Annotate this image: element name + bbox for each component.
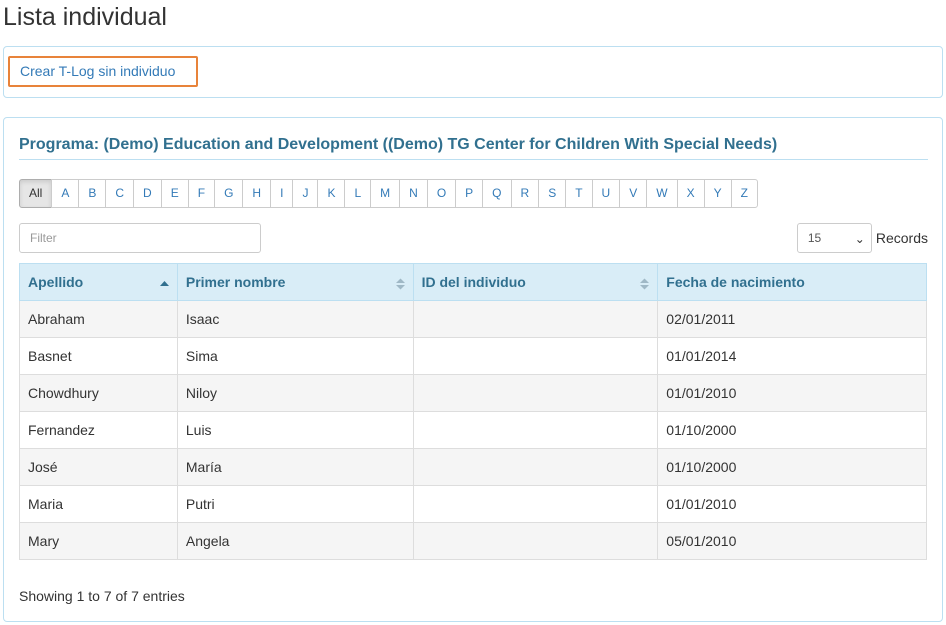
sort-ascending-icon (159, 277, 169, 289)
table-cell (412, 300, 659, 338)
alpha-filter-m[interactable]: M (370, 179, 401, 208)
records-select-value: 15 (807, 231, 822, 245)
alpha-filter-u[interactable]: U (591, 179, 621, 208)
alpha-filter-e[interactable]: E (160, 179, 189, 208)
alpha-filter-l[interactable]: L (344, 179, 372, 208)
table-header-row: Apellido Primer nombre ID del individuo Fec… (19, 263, 927, 301)
alpha-filter-b[interactable]: B (78, 179, 107, 208)
column-header-3[interactable]: Fecha de nacimiento (657, 263, 927, 301)
table-cell (412, 337, 659, 375)
table-cell: Mary (19, 522, 178, 560)
table-cell: 01/01/2010 (657, 485, 927, 523)
table-row[interactable]: Chowdhury Niloy 01/01/2010 (19, 374, 927, 412)
alpha-filter-s[interactable]: S (538, 179, 567, 208)
table-cell: 01/01/2014 (657, 337, 927, 375)
alpha-filter-a[interactable]: A (51, 179, 80, 208)
table-info: Showing 1 to 7 of 7 entries (19, 588, 185, 604)
alpha-filter-f[interactable]: F (187, 179, 216, 208)
alpha-filter-j[interactable]: J (292, 179, 319, 208)
table-row[interactable]: Fernandez Luis 01/10/2000 (19, 411, 927, 449)
create-tlog-link[interactable]: Crear T-Log sin individuo (8, 56, 198, 87)
alpha-filter-q[interactable]: Q (482, 179, 512, 208)
table-cell: José (19, 448, 178, 486)
table-row[interactable]: Abraham Isaac 02/01/2011 (19, 300, 927, 338)
page-title: Lista individual (3, 3, 167, 31)
table-cell: Fernandez (19, 411, 178, 449)
table-cell: 01/10/2000 (657, 411, 927, 449)
table-cell: 01/01/2010 (657, 374, 927, 412)
alpha-filter-p[interactable]: P (455, 179, 484, 208)
chevron-down-icon: ⌄ (854, 232, 865, 246)
alpha-filter-x[interactable]: X (676, 179, 705, 208)
table-cell (412, 374, 659, 412)
column-header-0[interactable]: Apellido (19, 263, 178, 301)
actions-panel: Crear T-Log sin individuo (3, 46, 943, 98)
alpha-filter-y[interactable]: Y (703, 179, 732, 208)
table-row[interactable]: Maria Putri 01/01/2010 (19, 485, 927, 523)
table-cell: María (176, 448, 414, 486)
alphabet-filter-bar: All A B C D E F G H I J K L M N O P Q R S T U V W X Y Z (19, 179, 758, 208)
table-cell: Niloy (176, 374, 414, 412)
table-row[interactable]: Mary Angela 05/01/2010 (19, 522, 927, 560)
individuals-table: Apellido Primer nombre ID del individuo Fec… (19, 263, 927, 560)
alpha-filter-g[interactable]: G (214, 179, 244, 208)
records-per-page: 15 ⌄ Records (796, 223, 928, 253)
individual-list-panel: Programa: (Demo) Education and Developme… (3, 117, 943, 622)
alpha-filter-h[interactable]: H (242, 179, 272, 208)
alpha-filter-r[interactable]: R (510, 179, 540, 208)
alpha-filter-k[interactable]: K (317, 179, 346, 208)
table-cell (412, 448, 659, 486)
column-header-1[interactable]: Primer nombre (176, 263, 414, 301)
table-cell: 02/01/2011 (657, 300, 927, 338)
sort-icon (395, 277, 405, 290)
table-cell: 05/01/2010 (657, 522, 927, 560)
table-cell: Maria (19, 485, 178, 523)
table-cell: Angela (176, 522, 414, 560)
table-row[interactable]: José María 01/10/2000 (19, 448, 927, 486)
records-select[interactable]: 15 ⌄ (796, 223, 872, 253)
alpha-filter-n[interactable]: N (399, 179, 428, 208)
table-cell (412, 522, 659, 560)
column-header-label: Apellido (28, 274, 84, 290)
table-cell: 01/10/2000 (657, 448, 927, 486)
column-header-label: Fecha de nacimiento (666, 274, 805, 290)
alpha-filter-d[interactable]: D (133, 179, 162, 208)
column-header-2[interactable]: ID del individuo (412, 263, 659, 301)
table-cell: Luis (176, 411, 414, 449)
alpha-filter-z[interactable]: Z (730, 179, 758, 208)
alpha-filter-o[interactable]: O (426, 179, 457, 208)
column-header-label: ID del individuo (421, 274, 526, 290)
alpha-filter-v[interactable]: V (619, 179, 648, 208)
column-header-label: Primer nombre (185, 274, 286, 290)
alpha-filter-t[interactable]: T (565, 179, 593, 208)
alpha-filter-w[interactable]: W (646, 179, 678, 208)
records-label: Records (875, 230, 928, 246)
table-cell: Isaac (176, 300, 414, 338)
program-title: Programa: (Demo) Education and Developme… (19, 136, 928, 160)
table-body: Abraham Isaac 02/01/2011 Basnet Sima 01/01/20… (19, 300, 927, 560)
alpha-filter-all[interactable]: All (19, 179, 53, 208)
alpha-filter-c[interactable]: C (105, 179, 135, 208)
table-cell: Abraham (19, 300, 178, 338)
alpha-filter-i[interactable]: I (270, 179, 294, 208)
table-cell: Putri (176, 485, 414, 523)
sort-icon (640, 277, 650, 290)
table-cell: Sima (176, 337, 414, 375)
table-row[interactable]: Basnet Sima 01/01/2014 (19, 337, 927, 375)
table-cell (412, 411, 659, 449)
table-cell (412, 485, 659, 523)
table-cell: Chowdhury (19, 374, 178, 412)
table-cell: Basnet (19, 337, 178, 375)
filter-input[interactable] (19, 223, 261, 253)
